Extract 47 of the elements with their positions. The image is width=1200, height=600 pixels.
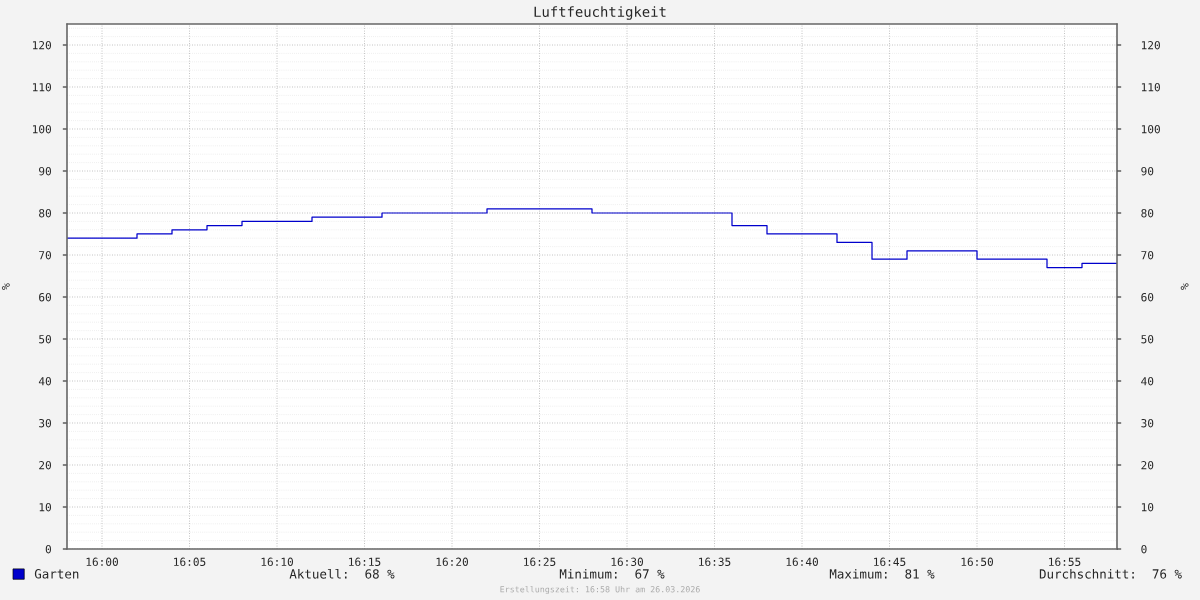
y2-tick-label: 0 — [1141, 545, 1147, 554]
y-tick-label: 120 — [32, 41, 51, 50]
y2-tick-label: 60 — [1141, 293, 1154, 302]
x-tick-label: 16:50 — [961, 557, 993, 566]
y-tick-label: 60 — [39, 293, 51, 302]
x-tick-label: 16:35 — [699, 557, 731, 566]
x-tick-label: 16:05 — [174, 557, 206, 566]
x-tick-label: 16:10 — [261, 557, 293, 566]
y2-tick-label: 40 — [1141, 377, 1154, 386]
y2-tick-label: 50 — [1141, 335, 1154, 344]
text: Durchschnitt: 76 % — [1039, 568, 1182, 579]
y-tick-label: 0 — [45, 545, 51, 554]
x-tick-label: 16:40 — [786, 557, 818, 566]
y-axis-title: % — [1, 283, 10, 290]
x-tick-label: 16:30 — [611, 557, 643, 566]
y-tick-label: 20 — [39, 461, 51, 470]
x-tick-label: 16:45 — [874, 557, 906, 566]
x-tick-label: 16:25 — [524, 557, 556, 566]
y-tick-label: 100 — [32, 125, 51, 134]
y2-tick-label: 90 — [1141, 167, 1154, 176]
x-tick-label: 16:00 — [86, 557, 118, 566]
text: Erstellungszeit: 16:58 Uhr am 26.03.2026 — [500, 585, 700, 595]
y-tick-label: 90 — [39, 167, 51, 176]
x-tick-label: 16:55 — [1049, 557, 1081, 566]
y-tick-label: 110 — [32, 83, 51, 92]
text: Aktuell: 68 % — [289, 568, 395, 579]
y-tick-label: 40 — [38, 377, 51, 386]
y2-axis-title: % — [1180, 283, 1189, 290]
text: Maximum: 81 % — [829, 568, 935, 579]
y-tick-label: 70 — [39, 251, 51, 260]
y2-tick-label: 110 — [1141, 83, 1160, 92]
y-tick-label: 30 — [39, 419, 51, 428]
y2-tick-label: 100 — [1141, 125, 1160, 134]
y2-tick-label: 20 — [1141, 461, 1154, 470]
y2-tick-label: 120 — [1141, 41, 1160, 50]
x-tick-label: 16:15 — [349, 557, 381, 566]
y2-tick-label: 80 — [1141, 209, 1154, 218]
y2-tick-label: 70 — [1141, 251, 1154, 260]
x-tick-label: 16:20 — [436, 557, 468, 566]
legend-label: Garten — [34, 569, 79, 579]
y-tick-label: 10 — [39, 503, 51, 512]
text: Minimum: 67 % — [559, 568, 665, 579]
y-tick-label: 80 — [39, 209, 51, 218]
y2-tick-label: 10 — [1141, 503, 1154, 512]
y-tick-label: 50 — [39, 335, 51, 344]
chart-title: Luftfeuchtigkeit — [534, 6, 666, 20]
y2-tick-label: 30 — [1141, 419, 1154, 428]
